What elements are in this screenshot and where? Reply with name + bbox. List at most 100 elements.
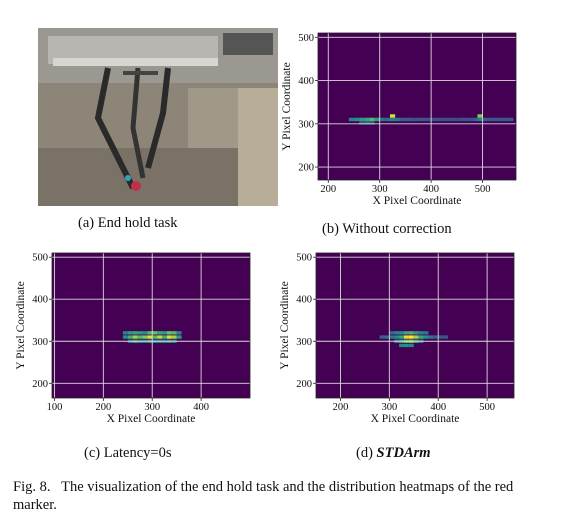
heatmap-cell	[405, 117, 411, 122]
heatmap-cell	[122, 331, 128, 335]
heatmap-cell	[394, 335, 400, 339]
y-tick-label: 500	[32, 253, 48, 264]
x-axis-label: X Pixel Coordinate	[107, 413, 196, 425]
heatmap-cell	[176, 331, 182, 335]
x-tick-label: 400	[193, 402, 209, 413]
heatmap-cell	[384, 335, 390, 339]
subcaption-a: (a) End hold task	[78, 215, 178, 231]
heatmap-cell	[162, 335, 167, 339]
y-tick-label: 500	[298, 33, 314, 44]
heatmap-cell	[157, 331, 162, 335]
heatmap-cell	[477, 114, 483, 118]
heatmap-cell	[389, 331, 395, 335]
heatmap-cell	[395, 117, 401, 122]
heatmap-cell	[423, 335, 429, 339]
heatmap-cell	[436, 117, 442, 122]
y-axis-label: Y Pixel Coordinate	[15, 281, 27, 369]
heatmap-cell	[390, 114, 396, 118]
x-axis-label: X Pixel Coordinate	[371, 413, 460, 425]
heatmap-cell	[132, 331, 138, 335]
y-tick-label: 400	[298, 76, 314, 87]
heatmap-cell	[420, 117, 426, 122]
heatmap-cell	[152, 331, 158, 335]
robot-arm-photo-illustration	[38, 28, 278, 206]
heatmap-cell	[451, 117, 457, 122]
y-axis-label: Y Pixel Coordinate	[279, 281, 291, 369]
heatmap-cell	[472, 117, 478, 122]
y-tick-label: 500	[296, 253, 312, 264]
heatmap-cell	[462, 117, 468, 122]
y-tick-label: 200	[296, 379, 312, 390]
heatmap-cell	[426, 117, 432, 122]
x-tick-label: 400	[423, 184, 439, 195]
heatmap-cell	[399, 335, 404, 339]
heatmap-cell	[364, 117, 370, 122]
heatmap-cell	[152, 335, 158, 339]
heatmap-cell	[176, 335, 182, 339]
heatmap-without-correction: 200 300 400 500 200 300 400 500 X Pixel Coordina…	[281, 32, 517, 207]
heatmap-cell	[389, 335, 395, 339]
subcaption-b: (b) Without correction	[322, 221, 452, 237]
x-tick-label: 200	[320, 184, 336, 195]
y-tick-label: 300	[32, 337, 48, 348]
heatmap-stdarm: 200 300 400 500 200 300 400 500 X Pixel Coordina…	[279, 252, 515, 425]
heatmap-background	[316, 253, 514, 398]
plot-frame	[51, 252, 251, 399]
x-tick-label: 200	[95, 402, 111, 413]
heatmap-cell	[477, 117, 483, 122]
heatmap-cell	[142, 335, 148, 339]
heatmap-cell	[467, 117, 473, 122]
heatmap-cell	[423, 331, 429, 335]
y-tick-label: 400	[296, 295, 312, 306]
heatmap-cell	[171, 335, 177, 339]
heatmap-cell	[390, 117, 396, 122]
heatmap-cell	[400, 117, 406, 122]
heatmap-cell	[431, 117, 437, 122]
heatmap-cell	[408, 335, 414, 339]
heatmap-latency-zero: 100 200 300 400 200 300 400 500 X Pixel Coordina…	[15, 252, 251, 425]
heatmap-cell	[408, 331, 414, 335]
heatmap-cell	[359, 117, 365, 122]
end-hold-task-photo	[38, 28, 278, 206]
figure-caption: Fig. 8. The visualization of the end hol…	[13, 478, 553, 514]
heatmap-cell	[364, 121, 370, 125]
heatmap-cell	[127, 335, 133, 339]
heatmap-cell	[384, 117, 390, 122]
heatmap-cell	[399, 343, 404, 348]
x-tick-label: 500	[479, 402, 495, 413]
heatmap-cell	[122, 335, 128, 339]
heatmap-cell	[482, 117, 488, 122]
figure-caption-text: The visualization of the end hold task a…	[13, 479, 514, 513]
heatmap-cell	[132, 335, 138, 339]
subcaption-d-prefix: (d)	[356, 445, 377, 461]
heatmap-cell	[410, 117, 416, 122]
heatmap-cell	[379, 335, 385, 339]
heatmap-cell	[413, 331, 419, 335]
x-tick-label: 300	[381, 402, 397, 413]
heatmap-cell	[137, 335, 143, 339]
heatmap-cell	[441, 117, 447, 122]
heatmap-cell	[354, 117, 360, 122]
x-tick-label: 400	[430, 402, 446, 413]
heatmap-cell	[348, 117, 354, 122]
heatmap-cell	[399, 331, 404, 335]
figure-caption-label: Fig. 8.	[13, 479, 51, 495]
heatmap-cell	[157, 335, 162, 339]
heatmap-cell	[166, 335, 172, 339]
heatmap-cell	[438, 335, 444, 339]
x-tick-label: 300	[372, 184, 388, 195]
heatmap-cell	[394, 331, 400, 335]
heatmap-cell	[147, 331, 153, 335]
heatmap-cell	[404, 331, 409, 335]
subcaption-d-method: STDArm	[376, 445, 431, 461]
heatmap-background	[318, 33, 516, 180]
heatmap-cell	[498, 117, 504, 122]
heatmap-cell	[418, 335, 424, 339]
heatmap-cell	[374, 117, 380, 122]
heatmap-cell	[142, 331, 148, 335]
heatmap-cell	[487, 117, 493, 122]
y-tick-label: 200	[298, 163, 314, 174]
heatmap-cell	[404, 343, 409, 348]
plot-frame	[315, 252, 515, 399]
heatmap-cell	[446, 117, 452, 122]
